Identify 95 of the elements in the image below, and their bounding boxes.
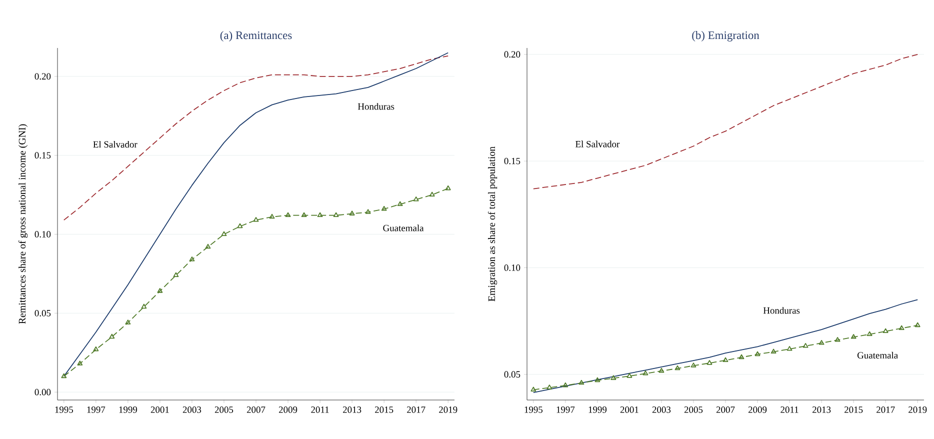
point (562, 382, 568, 388)
chart-title: (b) Emigration (692, 31, 760, 42)
point (301, 212, 307, 218)
point (205, 244, 211, 249)
point (882, 328, 888, 334)
point (642, 370, 648, 376)
y-tick-label: 0.15 (504, 158, 520, 164)
point (285, 212, 291, 218)
x-tick-label: 2019 (908, 406, 927, 413)
point (381, 206, 387, 211)
point (802, 342, 808, 348)
point (221, 231, 227, 236)
y-tick-label: 0.05 (504, 371, 520, 378)
point (365, 209, 371, 214)
point (594, 377, 600, 382)
point (429, 192, 435, 197)
series-label: Honduras (358, 103, 394, 110)
point (850, 334, 856, 339)
x-tick-label: 2011 (780, 406, 798, 413)
x-tick-label: 2011 (311, 406, 329, 413)
point (397, 201, 403, 206)
y-axis-title: Remittances share of gross national income (GNI) (18, 124, 28, 324)
x-tick-label: 2013 (343, 406, 362, 413)
x-tick-label: 1999 (119, 406, 138, 413)
x-tick-label: 2001 (150, 406, 169, 413)
series-label: Guatemala (857, 352, 898, 359)
point (914, 322, 920, 328)
x-tick-label: 2007 (716, 406, 735, 413)
x-tick-label: 1997 (87, 406, 106, 413)
point (317, 212, 323, 218)
x-tick-label: 2015 (844, 406, 863, 413)
point (706, 360, 712, 365)
x-tick-label: 2005 (684, 406, 703, 413)
x-tick-label: 2003 (182, 406, 202, 413)
point (754, 351, 760, 356)
x-tick-label: 2009 (278, 406, 298, 413)
x-tick-label: 2009 (748, 406, 767, 413)
point (770, 348, 776, 354)
point (834, 337, 840, 342)
point (237, 223, 243, 228)
point (546, 384, 552, 390)
point (173, 272, 179, 278)
x-tick-label: 2019 (439, 406, 458, 413)
y-axis-title: Emigration as share of total population (488, 146, 498, 302)
point (578, 380, 584, 385)
y-tick-label: 0.05 (34, 310, 51, 316)
point (77, 360, 83, 366)
point (109, 334, 115, 339)
series-label: El Salvador (93, 140, 138, 148)
y-tick-label: 0.00 (34, 388, 51, 396)
point (658, 368, 664, 373)
point (818, 340, 824, 345)
x-tick-label: 1995 (55, 406, 73, 413)
x-tick-label: 2003 (652, 406, 671, 413)
x-tick-label: 1999 (588, 406, 607, 413)
point (413, 196, 419, 202)
point (530, 386, 536, 392)
series-label: Guatemala (383, 224, 424, 232)
point (189, 256, 195, 262)
point (690, 362, 696, 368)
x-tick-label: 2013 (812, 406, 831, 413)
x-tick-label: 2001 (620, 406, 638, 413)
point (738, 354, 744, 360)
point (898, 325, 904, 330)
point (157, 288, 163, 293)
point (674, 365, 680, 370)
y-tick-label: 0.10 (504, 264, 520, 271)
x-tick-label: 2017 (407, 406, 426, 413)
point (786, 346, 792, 351)
point (141, 304, 147, 309)
text: El Salvador (576, 140, 620, 148)
x-tick-label: 2015 (375, 406, 394, 413)
point (626, 373, 632, 378)
x-tick-label: 1995 (524, 406, 542, 413)
point (253, 217, 259, 222)
text: Honduras (763, 307, 800, 314)
y-tick-label: 0.20 (34, 73, 51, 80)
point (722, 357, 728, 362)
x-tick-label: 2007 (246, 406, 266, 413)
y-tick-label: 0.10 (34, 231, 51, 238)
x-tick-label: 2005 (214, 406, 234, 413)
x-tick-label: 1997 (556, 406, 575, 413)
y-tick-label: 0.20 (504, 51, 520, 58)
point (61, 373, 67, 378)
point (333, 212, 339, 218)
point (610, 375, 616, 380)
point (445, 185, 451, 190)
chart-title: (a) Remittances (220, 31, 292, 42)
x-tick-label: 2017 (876, 406, 895, 413)
point (349, 210, 355, 216)
point (125, 320, 131, 324)
point (269, 214, 275, 219)
point (866, 331, 872, 336)
y-tick-label: 0.15 (34, 152, 51, 159)
point (93, 346, 99, 352)
